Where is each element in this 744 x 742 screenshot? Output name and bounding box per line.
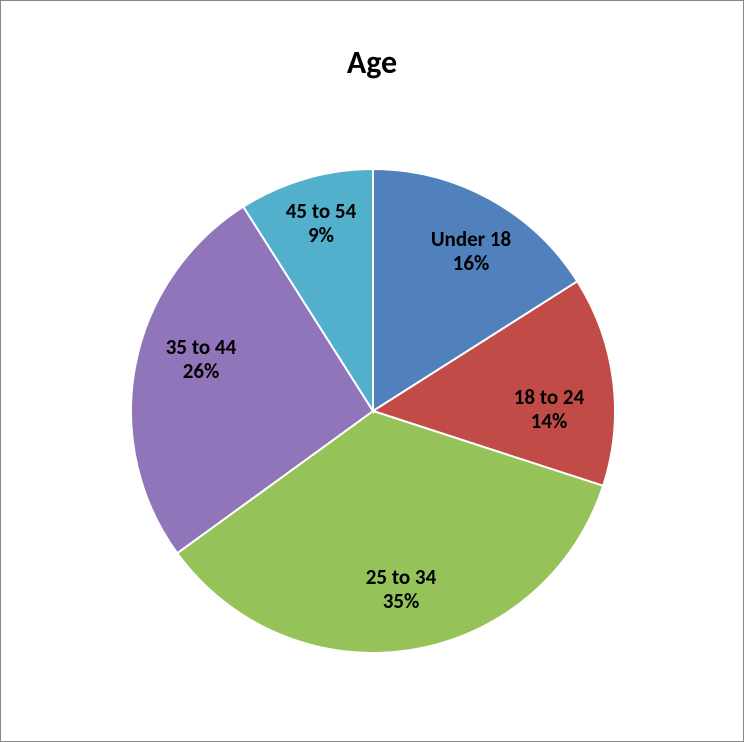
slice-label-text-4: 45 to 54 [286,199,356,223]
slice-label-0: Under 1816% [431,227,511,275]
slice-label-text-3: 35 to 44 [166,335,236,359]
chart-frame: Age Under 1816% 18 to 2414% 25 to 3435% 35 … [0,0,744,742]
slice-label-percent-1: 14% [514,409,584,433]
slice-label-percent-2: 35% [366,589,436,613]
slice-label-percent-3: 26% [166,359,236,383]
slice-label-text-0: Under 18 [431,227,511,251]
slice-label-4: 45 to 549% [286,199,356,247]
chart-title: Age [1,43,743,82]
slice-label-percent-0: 16% [431,251,511,275]
slice-label-3: 35 to 4426% [166,335,236,383]
slice-label-text-1: 18 to 24 [514,385,584,409]
slice-label-text-2: 25 to 34 [366,565,436,589]
slice-label-2: 25 to 3435% [366,565,436,613]
slice-label-percent-4: 9% [286,223,356,247]
slice-label-1: 18 to 2414% [514,385,584,433]
